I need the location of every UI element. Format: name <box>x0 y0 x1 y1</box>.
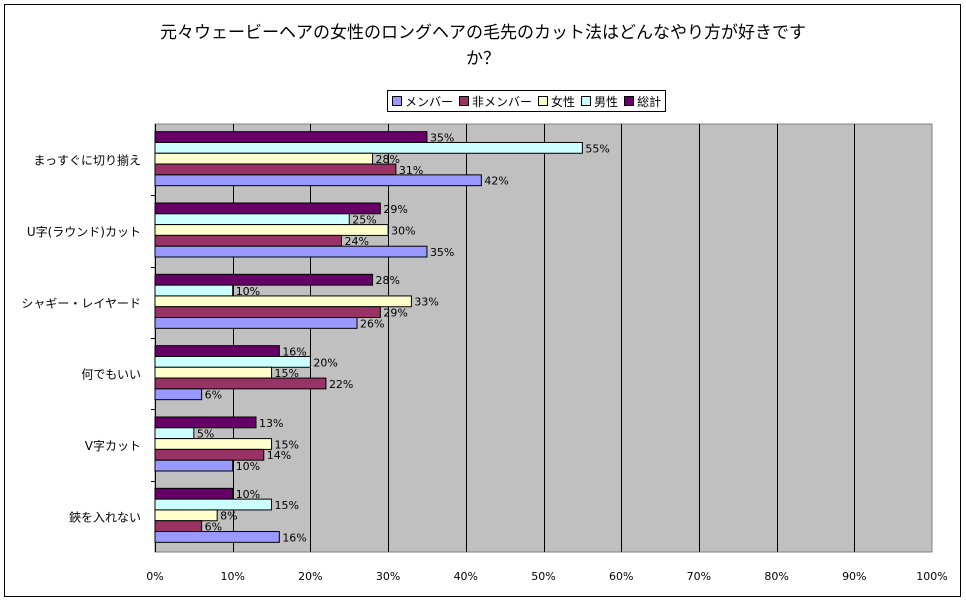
legend-item-female: 女性 <box>538 93 575 110</box>
legend-label-male: 男性 <box>594 94 619 109</box>
legend-label-female: 女性 <box>551 94 576 109</box>
chart-title-line-1: 元々ウェービーヘアの女性のロングヘアの毛先のカット法はどんなやり方が好きです <box>160 23 806 43</box>
legend-swatch-male <box>581 96 592 106</box>
legend-item-non-member: 非メンバー <box>459 93 532 110</box>
chart-legend: メンバー 非メンバー 女性 男性 総計 <box>387 90 667 112</box>
legend-label-member: メンバー <box>405 94 454 109</box>
chart-title: 元々ウェービーヘアの女性のロングヘアの毛先のカット法はどんなやり方が好きです か… <box>100 20 866 72</box>
legend-item-member: メンバー <box>392 93 453 110</box>
legend-swatch-female <box>538 96 549 106</box>
chart-title-line-2: か？ <box>466 49 500 69</box>
legend-swatch-non-member <box>459 96 470 106</box>
legend-label-total: 総計 <box>637 94 662 109</box>
legend-item-total: 総計 <box>624 93 661 110</box>
legend-label-non-member: 非メンバー <box>472 94 533 109</box>
legend-swatch-member <box>392 96 402 106</box>
legend-swatch-total <box>624 96 635 106</box>
legend-item-male: 男性 <box>581 93 618 110</box>
